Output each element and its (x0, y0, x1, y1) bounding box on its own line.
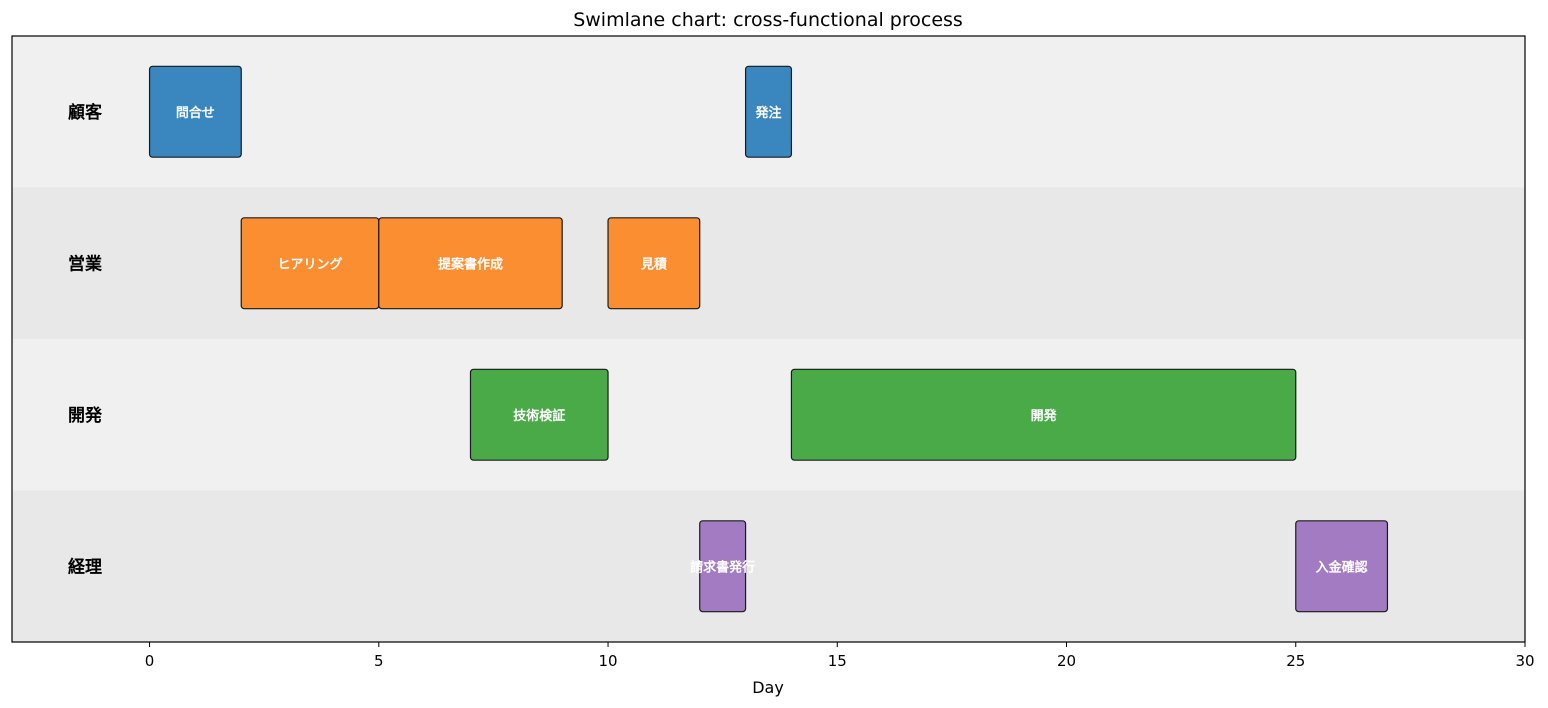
x-axis-label: Day (752, 678, 784, 697)
task-label: 技術検証 (513, 408, 565, 424)
task-bar (699, 520, 747, 613)
task-label: 請求書発行 (690, 559, 755, 575)
lane-background (12, 490, 1525, 642)
x-tick-label: 30 (1515, 652, 1534, 670)
task-label: 発注 (754, 105, 781, 121)
lane-label: 開発 (68, 405, 103, 426)
task-label: 入金確認 (1316, 559, 1368, 575)
x-tick-label: 25 (1286, 652, 1305, 670)
lane-background (12, 339, 1525, 491)
task-bar (744, 65, 793, 158)
lane-label: 顧客 (68, 102, 103, 123)
task-label: 見積 (640, 256, 668, 272)
task-bar (469, 368, 609, 461)
x-tick-label: 15 (828, 652, 847, 670)
task-label: 提案書作成 (438, 256, 503, 272)
x-tick-label: 5 (374, 652, 384, 670)
task-bar (378, 217, 563, 310)
lane-label: 営業 (68, 253, 102, 274)
task-label: 問合せ (176, 105, 215, 121)
x-tick-label: 10 (598, 652, 617, 670)
plot-frame (11, 35, 1526, 643)
lane-background (12, 187, 1525, 339)
lane-label: 経理 (68, 556, 102, 577)
x-axis: 0 5 10 15 20 25 30 (145, 642, 1535, 670)
task-bar (790, 368, 1297, 461)
task-bar (148, 65, 242, 158)
task-label: ヒアリング (278, 256, 343, 272)
x-tick-label: 0 (145, 652, 155, 670)
task-bar (607, 217, 701, 310)
chart-title: Swimlane chart: cross-functional process (573, 9, 963, 31)
x-tick-label: 20 (1057, 652, 1076, 670)
task-bar (1295, 520, 1389, 613)
task-label: 開発 (1031, 408, 1058, 424)
